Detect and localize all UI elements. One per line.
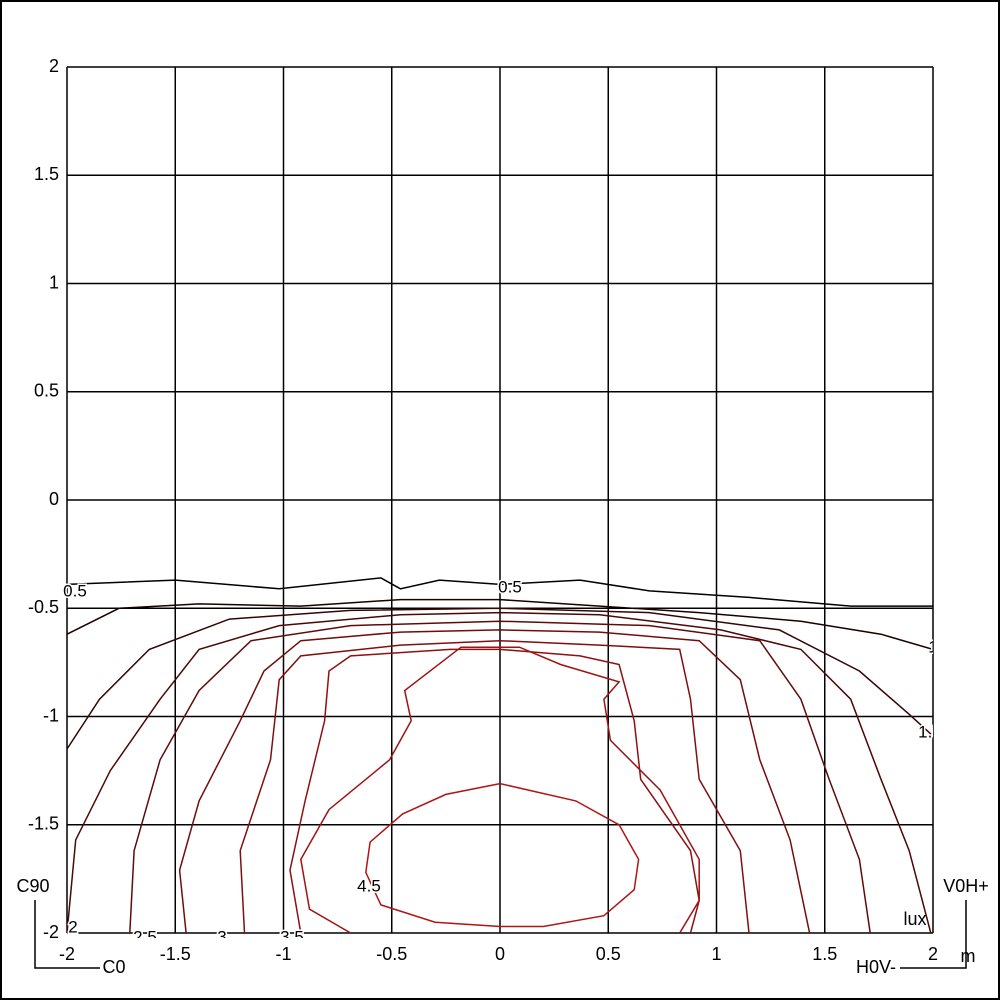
contour-line — [66, 611, 932, 934]
contour-label: 1 — [928, 637, 937, 656]
x-tick-label: -1.5 — [160, 944, 191, 964]
corner-label: C90 — [16, 876, 49, 896]
contour-line — [129, 620, 871, 934]
contour-label: 3 — [217, 927, 226, 946]
annotations: C90 C0 V0H+ H0V- lux m — [16, 876, 988, 977]
contour-line — [178, 629, 811, 934]
corner-label: V0H+ — [943, 876, 989, 896]
c-bracket — [34, 900, 100, 969]
contour-label: 3.5 — [280, 927, 304, 946]
contour-label: 0.5 — [498, 577, 522, 596]
contour-label: 1.5 — [918, 722, 942, 741]
corner-label: H0V- — [856, 957, 896, 977]
contour-line — [300, 646, 700, 934]
contour-label: 0.5 — [63, 581, 87, 600]
contour-line — [66, 607, 933, 750]
x-tick-label: -1 — [275, 944, 291, 964]
corner-label: C0 — [102, 957, 125, 977]
contours — [66, 577, 933, 934]
y-tick-label: -1.5 — [28, 814, 59, 834]
x-tick-label: 2 — [928, 944, 938, 964]
contour-line — [289, 648, 700, 934]
y-tick-label: 1.5 — [34, 164, 59, 184]
contour-labels: 0.5 0.5 1 1.5 2 2.5 3 3.5 4.5 — [62, 576, 942, 946]
y-tick-label: -0.5 — [28, 597, 59, 617]
x-tick-label: 0 — [495, 944, 505, 964]
contour-label: 2 — [68, 917, 77, 936]
x-tick-label: 1 — [711, 944, 721, 964]
y-tick-label: 0 — [49, 489, 59, 509]
unit-label: m — [961, 946, 976, 966]
contour-label: 2.5 — [133, 927, 157, 946]
y-tick-label: 1 — [49, 272, 59, 292]
y-tick-label: -1 — [43, 705, 59, 725]
y-tick-label: 2 — [49, 56, 59, 76]
unit-label: lux — [903, 909, 926, 929]
contour-line — [66, 577, 933, 607]
y-tick-label: 0.5 — [34, 381, 59, 401]
x-tick-label: -0.5 — [376, 944, 407, 964]
contour-line — [66, 598, 933, 651]
x-tick-label: -2 — [59, 944, 75, 964]
contour-line — [239, 639, 750, 934]
x-tick-label: 0.5 — [596, 944, 621, 964]
contour-label: 4.5 — [357, 876, 381, 895]
x-tick-label: 1.5 — [812, 944, 837, 964]
y-tick-label: -2 — [43, 922, 59, 942]
grid: -2 -1.5 -1 -0.5 0 0.5 1 1.5 2 -2 -1.5 -1 -0.5 0 0.5 1 1.… — [28, 56, 938, 964]
contour-line — [365, 782, 640, 928]
h-bracket — [900, 900, 967, 969]
